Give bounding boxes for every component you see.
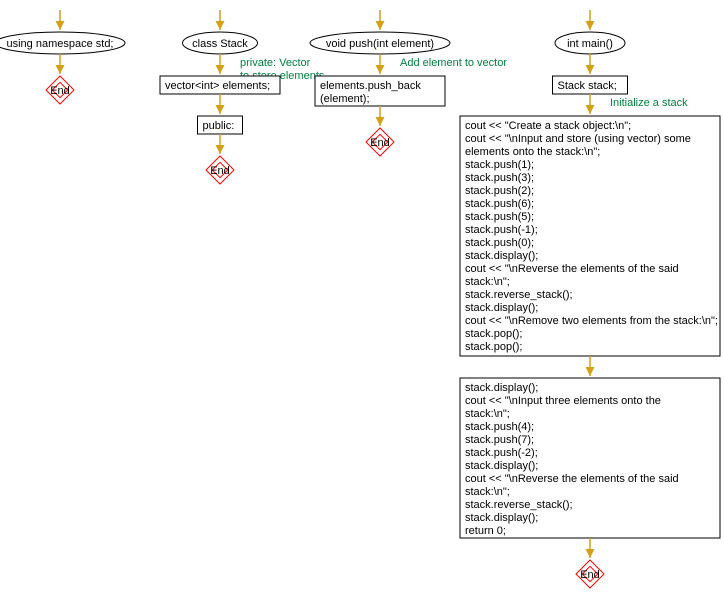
svg-text:End: End: [580, 569, 600, 581]
svg-text:Add element to vector: Add element to vector: [400, 57, 507, 69]
flowchart-canvas: using namespace std;Endclass Stackprivat…: [0, 0, 724, 605]
svg-text:class Stack: class Stack: [192, 38, 248, 50]
svg-text:void push(int element): void push(int element): [326, 38, 434, 50]
svg-text:Initialize a stack: Initialize a stack: [610, 97, 688, 109]
svg-text:End: End: [210, 165, 230, 177]
svg-text:End: End: [50, 85, 70, 97]
svg-text:using namespace std;: using namespace std;: [6, 38, 113, 50]
svg-text:End: End: [370, 137, 390, 149]
svg-text:Stack stack;: Stack stack;: [558, 80, 617, 92]
svg-text:public:: public:: [203, 120, 235, 132]
svg-text:int main(): int main(): [567, 38, 613, 50]
svg-text:vector<int> elements;: vector<int> elements;: [165, 80, 270, 92]
